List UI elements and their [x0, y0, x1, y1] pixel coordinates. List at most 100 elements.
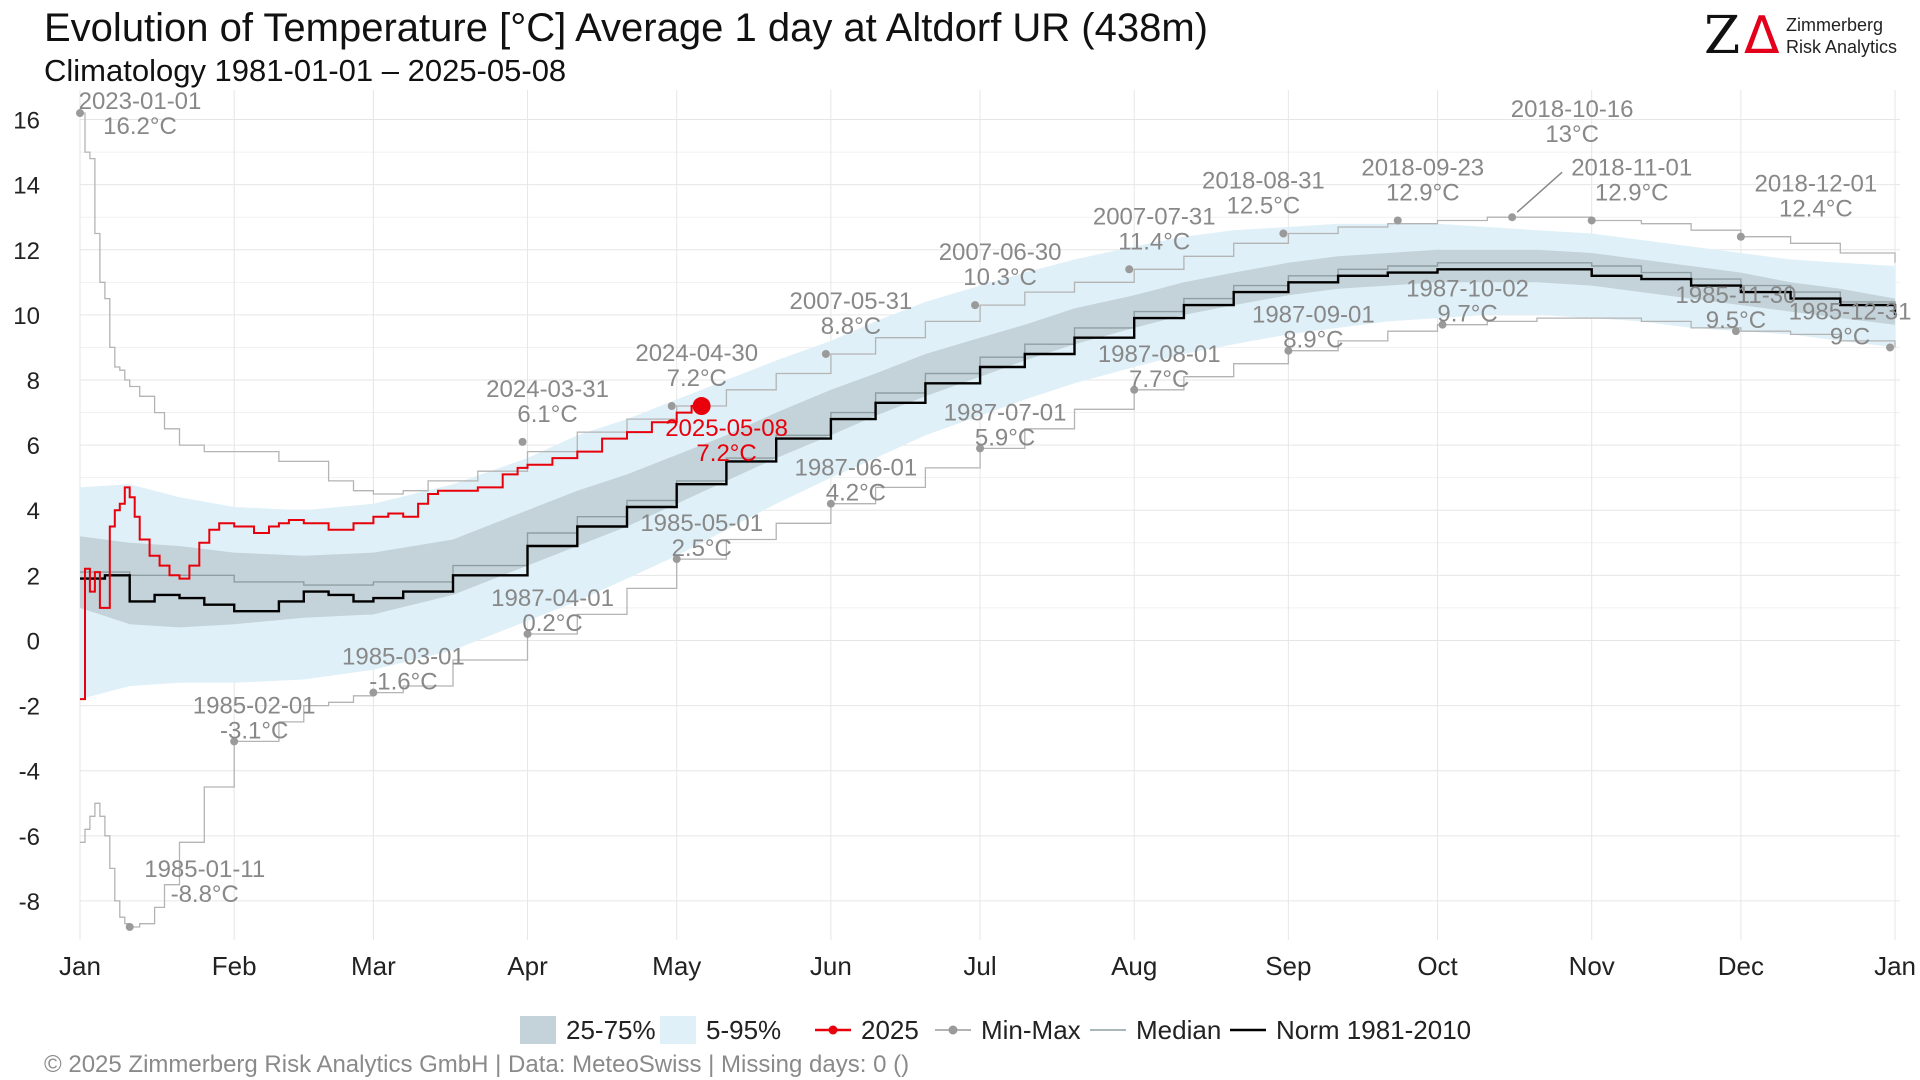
annotation-value: 9.5°C — [1706, 307, 1766, 334]
y-tick-label: 4 — [27, 498, 40, 525]
x-tick-label: Apr — [507, 951, 548, 981]
legend-item-iqr: 25-75% — [520, 1010, 656, 1050]
annotation-date: 1985-12-31 — [1789, 298, 1912, 325]
logo-z-glyph: Z — [1704, 6, 1741, 66]
annotation-value: 4.2°C — [826, 480, 886, 507]
y-tick-label: 14 — [13, 173, 40, 200]
legend-item-90: 5-95% — [660, 1010, 781, 1050]
extreme-point — [1587, 216, 1596, 225]
x-tick-label: Jul — [963, 951, 996, 981]
annotation-date: 1985-03-01 — [342, 644, 465, 671]
y-tick-label: 10 — [13, 303, 40, 330]
y-tick-label: 0 — [27, 628, 40, 655]
x-tick-label: Sep — [1265, 951, 1311, 981]
legend-item-norm: Norm 1981-2010 — [1230, 1010, 1471, 1050]
annotation-value: 9.7°C — [1437, 301, 1497, 328]
x-tick-label: Jan — [1874, 951, 1916, 981]
extreme-point — [1125, 265, 1134, 274]
y-tick-label: -2 — [19, 694, 40, 721]
band-5-95 — [80, 223, 1895, 700]
extreme-point — [1736, 232, 1745, 241]
legend-swatch-minmax — [935, 1025, 971, 1035]
extreme-point — [230, 737, 239, 746]
annotation-date: 2018-11-01 — [1571, 154, 1692, 181]
annotation-value: 8.9°C — [1283, 327, 1343, 354]
legend-label-norm: Norm 1981-2010 — [1276, 1014, 1472, 1045]
x-tick-label: Jan — [59, 951, 101, 981]
annotation-date: 1987-09-01 — [1252, 302, 1375, 329]
legend: 25-75% 5-95% 2025 Min-Max Median Norm 19… — [0, 1010, 1920, 1050]
annotation-date: 1987-10-02 — [1406, 276, 1529, 303]
footer-credit: © 2025 Zimmerberg Risk Analytics GmbH | … — [44, 1051, 910, 1078]
annotation-date: 1985-11-30 — [1675, 282, 1796, 309]
annotation-date: 1987-06-01 — [794, 455, 917, 482]
extreme-point — [523, 629, 532, 638]
annotation-date: 2018-08-31 — [1202, 167, 1325, 194]
axis-labels: -8 -6 -4 -2 0 2 4 6 8 10 12 14 16 Jan Feb Mar Apr May Jun J… — [13, 108, 1916, 981]
company-logo: Z Δ Zimmerberg Risk Analytics — [1704, 6, 1904, 70]
y-tick-label: 12 — [13, 238, 40, 265]
annotation-date: 1985-02-01 — [193, 692, 316, 719]
annotation-date: 1985-05-01 — [640, 510, 763, 537]
legend-swatch-norm — [1230, 1028, 1266, 1032]
annotation-value: 12.9°C — [1386, 179, 1460, 206]
annotation-value: 16.2°C — [103, 113, 177, 140]
annotation-date: 1987-07-01 — [944, 399, 1067, 426]
annotation-labels: 2025-05-087.2°C2023-01-0116.2°C1985-01-1… — [79, 88, 1912, 908]
annotation-value: 7.7°C — [1129, 366, 1189, 393]
extreme-point — [1508, 213, 1517, 222]
x-tick-label: Mar — [351, 951, 396, 981]
current-value-point — [692, 397, 711, 416]
annotation-value: 7.2°C — [667, 365, 727, 392]
annotation-value: 11.4°C — [1118, 228, 1190, 255]
y-tick-label: -8 — [19, 889, 40, 916]
chart-title: Evolution of Temperature [°C] Average 1 … — [44, 6, 1209, 50]
y-tick-label: -4 — [19, 759, 40, 786]
y-tick-label: 8 — [27, 368, 40, 395]
series-2025-line — [80, 405, 702, 701]
x-tick-label: Nov — [1569, 951, 1615, 981]
annotation-value: 0.2°C — [522, 610, 582, 637]
legend-item-minmax: Min-Max — [935, 1010, 1081, 1050]
series-lines — [80, 112, 1897, 928]
annotation-value: -8.8°C — [171, 881, 239, 908]
annotation-date: 1987-04-01 — [491, 585, 614, 612]
series-norm-line — [80, 268, 1897, 613]
extreme-point — [125, 922, 134, 931]
extreme-point — [821, 349, 830, 358]
legend-label-iqr: 25-75% — [566, 1014, 656, 1045]
legend-item-2025: 2025 — [815, 1010, 919, 1050]
extreme-point — [76, 109, 84, 118]
current-date-label: 2025-05-08 — [665, 415, 788, 442]
extreme-point — [1284, 346, 1293, 355]
extreme-points — [76, 109, 1895, 931]
legend-label-2025: 2025 — [861, 1014, 919, 1045]
annotation-date: 2007-07-31 — [1093, 203, 1216, 230]
logo-delta-icon: Δ — [1744, 6, 1780, 66]
y-tick-label: 2 — [27, 563, 40, 590]
x-tick-label: Feb — [212, 951, 257, 981]
temperature-chart: 2025-05-087.2°C2023-01-0116.2°C1985-01-1… — [13, 88, 1916, 981]
annotation-value: 12.5°C — [1227, 192, 1301, 219]
annotation-value: 5.9°C — [975, 424, 1035, 451]
legend-swatch-iqr — [520, 1016, 556, 1044]
extreme-point — [1886, 343, 1895, 352]
annotation-value: 9°C — [1830, 323, 1870, 350]
annotation-date: 2018-10-16 — [1511, 96, 1634, 123]
extreme-point — [1731, 327, 1740, 336]
annotation-value: 13°C — [1545, 121, 1599, 148]
extreme-point — [976, 444, 985, 453]
y-tick-label: 6 — [27, 433, 40, 460]
logo-text-line1: Zimmerberg — [1786, 15, 1884, 35]
extreme-point — [667, 402, 676, 411]
annotation-date: 2018-12-01 — [1754, 171, 1877, 198]
legend-label-90: 5-95% — [706, 1014, 782, 1045]
annotation-value: -3.1°C — [220, 717, 288, 744]
annotation-date: 2007-05-31 — [790, 288, 913, 315]
logo-text-line2: Risk Analytics — [1786, 37, 1898, 57]
annotation-value: 6.1°C — [517, 401, 577, 428]
annotation-date: 2007-06-30 — [939, 239, 1062, 266]
current-value-label: 7.2°C — [696, 440, 756, 467]
legend-label-minmax: Min-Max — [981, 1014, 1081, 1045]
annotation-date: 2024-03-31 — [486, 376, 609, 403]
